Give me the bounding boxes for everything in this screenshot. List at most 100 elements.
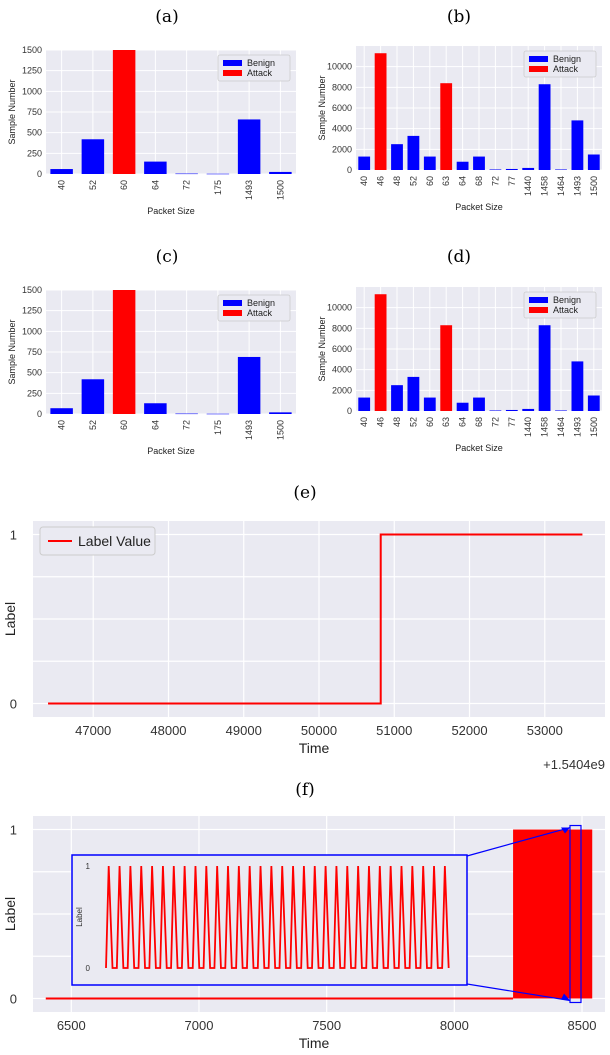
legend-label-attack: Attack	[247, 68, 273, 78]
y-tick-label: 10000	[327, 62, 352, 72]
y-tick-label: 1	[10, 823, 17, 838]
y-tick-label: 1250	[22, 66, 42, 76]
panel-title-f: (f)	[295, 780, 315, 800]
y-tick-label: 2000	[332, 144, 352, 154]
y-tick-label: 6000	[332, 103, 352, 113]
legend-swatch-benign	[529, 297, 548, 303]
panel-c: (c) 0 250 500 750 1000 1250 1500 40 52 60 64 72 175 14…	[7, 247, 296, 456]
legend-swatch-attack	[529, 66, 548, 72]
y-tick-label: 4000	[332, 365, 352, 375]
bar-60	[423, 397, 436, 411]
legend-label-benign: Benign	[247, 298, 275, 308]
panel-title-e: (e)	[293, 483, 316, 503]
bar-77	[505, 168, 518, 170]
x-tick-label: 7500	[312, 1018, 341, 1033]
bar-52	[81, 379, 105, 414]
bar-64	[144, 161, 167, 174]
y-tick-label: 0	[347, 406, 352, 416]
x-tick-label: 72	[182, 420, 192, 430]
x-tick-label: 1464	[556, 417, 566, 437]
x-tick-label: 48000	[150, 723, 186, 738]
y-tick-label: 10000	[327, 303, 352, 313]
bar-68	[473, 156, 485, 170]
x-tick-label: 1440	[523, 176, 533, 196]
x-tick-label: 175	[213, 180, 223, 195]
x-tick-label: 72	[182, 180, 192, 190]
x-tick-label: 1464	[556, 176, 566, 196]
bar-1464	[555, 169, 567, 170]
y-tick-label: 1000	[22, 326, 42, 336]
x-tick-label: 7000	[185, 1018, 214, 1033]
bar-48	[391, 144, 403, 170]
x-tick-label: 52	[408, 176, 418, 186]
y-tick-label: 4000	[332, 124, 352, 134]
bar-64	[144, 403, 167, 414]
bar-1440	[522, 408, 535, 411]
x-tick-label: 1500	[589, 417, 599, 437]
bar-1500	[269, 171, 292, 174]
x-tick-label: 1500	[275, 180, 285, 200]
y-tick-label: 0	[347, 165, 352, 175]
panel-title-d: (d)	[447, 247, 471, 267]
panel-b: (b) 0 2000 4000 6000 8000 10000 40 46 48 52 60 63 64 6…	[317, 7, 602, 212]
x-tick-label: 52000	[451, 723, 487, 738]
x-tick-label: 40	[359, 176, 369, 186]
panel-e: (e) 47000 48000 49000 50000 51000 52000 53000 0 1…	[2, 483, 605, 772]
y-tick-label: 8000	[332, 323, 352, 333]
bar-46	[374, 53, 387, 170]
x-tick-label: 72	[490, 176, 500, 186]
panel-f: (f) 6500 7000 7500 8000 8500 0 1 Time +1.48759e9 L…	[2, 780, 605, 1055]
bar-52	[407, 135, 420, 170]
x-tick-label: 64	[458, 176, 468, 186]
x-tick-label: 40	[359, 417, 369, 427]
bar-52	[407, 376, 420, 411]
bar-1493	[237, 356, 261, 414]
dense-label-block	[513, 829, 593, 999]
panel-d: (d) 0 2000 4000 6000 8000 10000 40 46 48 52 60 63 64 6…	[317, 247, 602, 453]
x-tick-label: 8000	[440, 1018, 469, 1033]
x-tick-label: 1458	[540, 176, 550, 196]
x-tick-label: 1500	[589, 176, 599, 196]
zoom-connector	[466, 983, 571, 1002]
x-tick-label: 1458	[540, 417, 550, 437]
bar-72	[489, 169, 502, 170]
y-axis-label: Label	[2, 602, 18, 636]
offset-text: +1.5404e9	[543, 757, 605, 772]
x-tick-label: 68	[474, 417, 484, 427]
y-tick-label: 750	[27, 347, 42, 357]
x-tick-label: 40	[57, 180, 67, 190]
y-tick-label: 2000	[332, 385, 352, 395]
y-tick-label: 500	[27, 368, 42, 378]
legend-label: Label Value	[78, 533, 151, 549]
x-tick-label: 63	[441, 417, 451, 427]
y-tick-label: 500	[27, 128, 42, 138]
y-tick-label: 1500	[22, 45, 42, 55]
panel-title-c: (c)	[156, 247, 179, 267]
x-tick-label: 49000	[226, 723, 262, 738]
x-tick-label: 53000	[527, 723, 563, 738]
panel-title-a: (a)	[155, 7, 178, 27]
inset-y-tick-label: 1	[86, 862, 91, 871]
y-axis-label: Sample Number	[7, 319, 17, 384]
y-axis-label: Sample Number	[317, 75, 327, 140]
y-axis-label: Label	[2, 897, 18, 931]
legend-swatch-attack	[529, 307, 548, 313]
y-axis-label: Sample Number	[317, 316, 327, 381]
y-tick-label: 0	[37, 169, 42, 179]
x-tick-label: 46	[376, 417, 386, 427]
bar-72	[175, 173, 198, 175]
x-tick-label: 48	[392, 417, 402, 427]
label-line	[48, 533, 583, 705]
bar-175	[206, 173, 230, 175]
bar-175	[206, 413, 230, 415]
x-tick-label: 77	[507, 176, 517, 186]
bar-64	[456, 161, 469, 170]
bar-48	[391, 385, 403, 411]
x-tick-label: 51000	[376, 723, 412, 738]
arrowhead	[561, 993, 570, 1001]
y-tick-label: 6000	[332, 344, 352, 354]
x-tick-label: 48	[392, 176, 402, 186]
x-tick-label: 60	[425, 417, 435, 427]
offset-text: +1.48759e9	[536, 1052, 605, 1055]
